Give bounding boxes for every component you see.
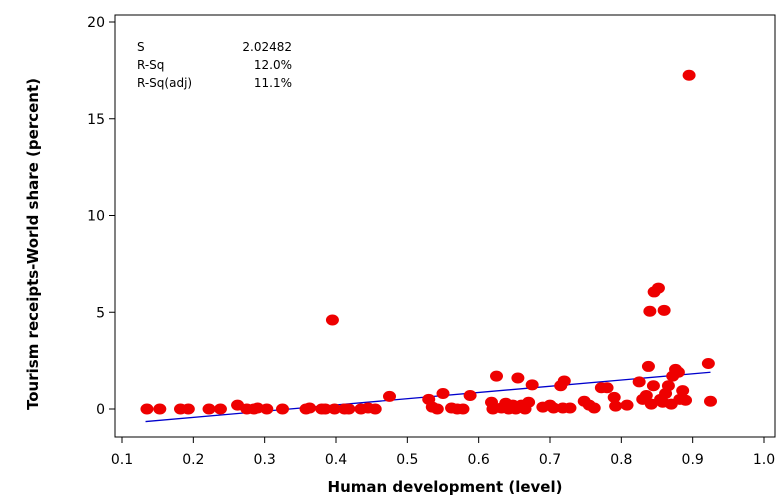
data-point xyxy=(430,403,444,415)
data-point xyxy=(679,394,693,406)
x-tick-label: 0.7 xyxy=(539,452,561,468)
data-point xyxy=(456,403,470,415)
data-point xyxy=(661,380,675,392)
data-point xyxy=(303,402,317,414)
data-point xyxy=(607,391,621,403)
stat-value: 11.1% xyxy=(254,76,292,90)
data-point xyxy=(140,403,154,415)
data-point xyxy=(260,403,274,415)
data-point xyxy=(202,403,216,415)
data-point xyxy=(325,314,339,326)
data-point xyxy=(511,372,525,384)
stat-label: R-Sq(adj) xyxy=(137,76,192,90)
data-point xyxy=(342,403,356,415)
x-tick-label: 1.0 xyxy=(753,452,775,468)
data-point xyxy=(657,304,671,316)
data-point xyxy=(587,402,601,414)
data-point xyxy=(328,403,342,415)
data-point xyxy=(651,282,665,294)
y-tick-label: 5 xyxy=(96,305,105,321)
data-point xyxy=(525,379,539,391)
x-tick-label: 0.1 xyxy=(111,452,133,468)
data-point xyxy=(563,402,577,414)
y-axis-title: Tourism receipts-World share (percent) xyxy=(24,78,42,410)
data-point xyxy=(153,403,167,415)
plot-area: 0.1 0.2 0.3 0.4 0.5 0.6 0.7 0.8 0.9 1.0 0 5 10 15 20 S 2… xyxy=(87,14,776,468)
x-tick-label: 0.5 xyxy=(396,452,418,468)
data-point xyxy=(490,370,503,382)
data-point xyxy=(632,376,646,388)
data-point xyxy=(463,389,477,401)
x-axis-title: Human development (level) xyxy=(328,478,563,496)
stat-label: R-Sq xyxy=(137,58,164,72)
data-point xyxy=(704,395,717,407)
data-point xyxy=(643,305,657,317)
data-point xyxy=(368,403,382,415)
data-point xyxy=(644,398,658,410)
y-tick-label: 15 xyxy=(87,112,105,128)
data-point xyxy=(609,400,623,412)
data-point xyxy=(701,358,715,370)
stat-value: 12.0% xyxy=(254,58,292,72)
stat-label: S xyxy=(137,40,145,54)
x-tick-label: 0.3 xyxy=(254,452,276,468)
y-tick-label: 0 xyxy=(96,402,105,418)
data-point xyxy=(383,390,396,402)
data-point xyxy=(557,375,571,387)
data-point xyxy=(639,389,653,401)
plot-frame xyxy=(114,14,776,438)
data-point xyxy=(318,403,332,415)
y-tick-label: 20 xyxy=(87,15,105,31)
data-point xyxy=(641,360,655,372)
data-point xyxy=(181,403,195,415)
stat-value: 2.02482 xyxy=(242,40,292,54)
data-point xyxy=(436,388,450,400)
x-tick-label: 0.4 xyxy=(325,452,347,468)
data-point xyxy=(213,403,227,415)
x-tick-label: 0.2 xyxy=(182,452,204,468)
data-point xyxy=(547,402,561,414)
data-point xyxy=(620,399,634,411)
data-point xyxy=(646,380,660,392)
x-tick-label: 0.9 xyxy=(682,452,704,468)
data-point xyxy=(676,385,690,397)
data-point xyxy=(522,396,536,408)
y-tick-label: 10 xyxy=(87,209,105,225)
data-point xyxy=(671,366,685,378)
x-tick-label: 0.6 xyxy=(468,452,490,468)
data-point xyxy=(600,382,614,394)
data-point xyxy=(682,69,696,81)
data-point xyxy=(276,403,289,415)
x-tick-label: 0.8 xyxy=(610,452,632,468)
